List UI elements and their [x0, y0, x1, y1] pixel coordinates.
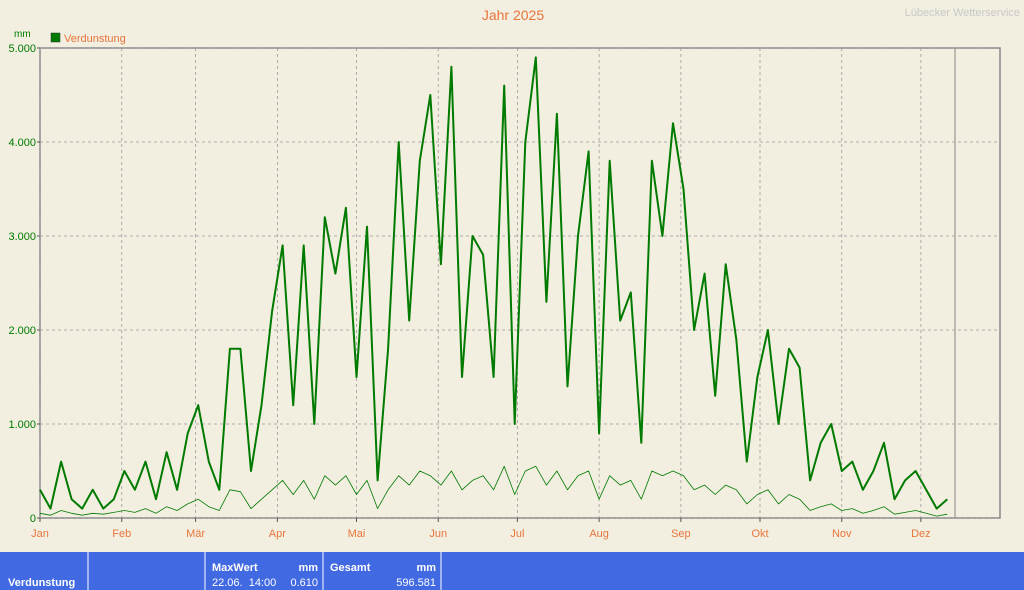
footer-max-value: 0.610 [290, 577, 318, 589]
x-tick-label: Nov [832, 528, 852, 540]
series-line [39, 465, 948, 517]
chart-title: Jahr 2025 [482, 7, 544, 23]
x-tick-label: Feb [112, 528, 131, 540]
footer-total-label: Gesamt [330, 562, 371, 574]
footer-max-unit: mm [298, 562, 318, 574]
x-tick-label: Jun [429, 528, 447, 540]
footer-total-unit: mm [416, 562, 436, 574]
y-tick-label: 4.000 [8, 137, 36, 149]
footer-max-time: 22.06. 14:00 [212, 577, 276, 589]
y-tick-label: 1.000 [8, 419, 36, 431]
legend-label: Verdunstung [64, 33, 126, 45]
y-tick-label: 0 [30, 513, 36, 525]
y-tick-label: 5.000 [8, 43, 36, 55]
legend-swatch [50, 32, 61, 43]
x-tick-label: Mai [348, 528, 366, 540]
x-tick-label: Jul [510, 528, 524, 540]
y-tick-label: 2.000 [8, 325, 36, 337]
footer-total-value: 596.581 [396, 577, 436, 589]
x-tick-label: Apr [269, 528, 286, 540]
x-tick-label: Dez [911, 528, 931, 540]
footer-bar [0, 552, 1024, 590]
x-tick-label: Jan [31, 528, 49, 540]
series-line [39, 56, 948, 510]
x-tick-label: Okt [751, 528, 768, 540]
y-tick-label: 3.000 [8, 231, 36, 243]
credit: Lübecker Wetterservice [905, 7, 1020, 19]
y-axis-unit: mm [14, 29, 31, 40]
x-tick-label: Sep [671, 528, 691, 540]
footer-name: Verdunstung [8, 577, 75, 589]
x-tick-label: Aug [589, 528, 609, 540]
footer-max-label: MaxWert [212, 562, 258, 574]
x-tick-label: Mär [186, 528, 205, 540]
